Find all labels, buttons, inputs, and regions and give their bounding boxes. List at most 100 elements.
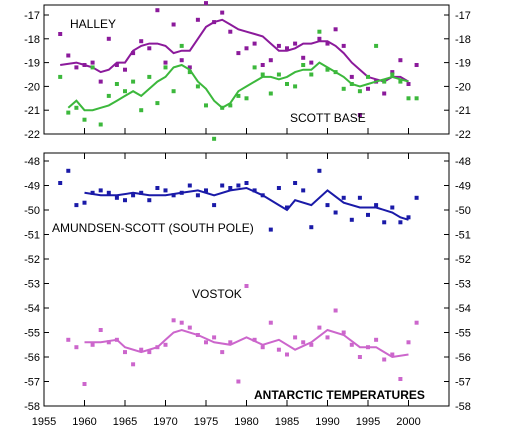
data-point	[163, 65, 168, 70]
data-point	[333, 27, 338, 32]
data-point	[357, 195, 362, 200]
data-point	[147, 198, 152, 203]
data-point	[244, 284, 249, 288]
data-point	[220, 10, 225, 15]
y-tick-label-left: -20	[24, 81, 40, 93]
data-point	[301, 340, 306, 345]
data-point	[204, 103, 208, 108]
y-tick-label-right: -50	[455, 205, 471, 217]
data-point	[268, 320, 273, 325]
chart-title: ANTARCTIC TEMPERATURES	[254, 388, 425, 402]
x-tick-label: 1995	[356, 416, 380, 428]
data-point	[139, 108, 144, 113]
data-point	[398, 377, 403, 381]
data-point	[171, 193, 176, 198]
series-halley	[58, 1, 419, 117]
data-point	[268, 91, 273, 96]
data-point	[155, 345, 160, 350]
y-tick-label-left: -56	[24, 352, 40, 364]
data-point	[293, 84, 298, 89]
x-tick-label: 1975	[194, 416, 218, 428]
data-point	[285, 46, 289, 51]
y-tick-label-right: -49	[455, 181, 471, 193]
data-point	[187, 70, 192, 75]
y-tick-label-right: -21	[455, 105, 471, 117]
data-point	[309, 225, 314, 230]
data-point	[333, 210, 338, 215]
data-point	[366, 86, 370, 91]
trend-line	[84, 328, 409, 359]
y-tick-label-left: -53	[24, 279, 40, 291]
data-point	[123, 89, 127, 94]
data-point	[398, 58, 403, 63]
data-point	[260, 72, 265, 77]
x-tick-label: 1965	[113, 416, 137, 428]
halley-label: HALLEY	[70, 17, 116, 31]
data-point	[82, 117, 87, 122]
data-point	[414, 320, 419, 325]
data-point	[341, 195, 346, 200]
series-amundsen-scott-south-pole	[58, 168, 419, 232]
data-point	[195, 84, 200, 89]
data-point	[90, 342, 95, 347]
x-tick-label: 1985	[275, 416, 299, 428]
data-point	[66, 53, 71, 58]
data-point	[349, 342, 354, 347]
data-point	[366, 212, 370, 217]
data-point	[139, 39, 144, 44]
data-point	[195, 333, 200, 337]
data-point	[187, 183, 192, 188]
y-tick-label-left: -49	[24, 181, 40, 193]
data-point	[390, 352, 395, 357]
data-point	[58, 74, 63, 79]
data-point	[58, 32, 63, 36]
y-tick-label-left: -18	[24, 34, 40, 46]
x-tick-label: 1955	[32, 416, 56, 428]
data-point	[293, 335, 298, 340]
y-tick-label-left: -54	[24, 303, 40, 315]
data-point	[82, 63, 87, 67]
data-point	[236, 93, 241, 98]
y-tick-label-right: -20	[455, 81, 471, 93]
data-point	[414, 96, 419, 101]
data-point	[114, 82, 119, 86]
data-point	[293, 41, 298, 46]
axis-tick-labels: -17 -17 -18 -18 -19 -19 -20 -20 -21 -21 -22 -22 -48 -…	[24, 10, 471, 428]
y-tick-label-right: -51	[455, 230, 471, 242]
data-point	[252, 65, 257, 70]
data-point	[139, 347, 144, 352]
data-point	[171, 22, 176, 27]
x-tick-label: 1970	[153, 416, 177, 428]
y-tick-label-left: -50	[24, 205, 40, 217]
data-point	[98, 79, 103, 84]
series-scott-base	[58, 29, 419, 141]
y-tick-label-right: -48	[455, 156, 471, 168]
data-point	[179, 43, 184, 48]
data-point	[317, 29, 322, 34]
data-point	[236, 51, 241, 56]
y-tick-label-left: -52	[24, 254, 40, 266]
data-point	[252, 188, 257, 193]
data-point	[114, 337, 119, 342]
data-point	[260, 345, 265, 350]
data-point	[260, 193, 265, 198]
data-point	[220, 183, 225, 188]
data-point	[349, 217, 354, 222]
data-point	[82, 382, 87, 386]
data-point	[374, 203, 379, 208]
data-point	[285, 205, 289, 210]
data-point	[374, 43, 379, 48]
y-tick-label-right: -58	[455, 401, 471, 413]
data-point	[301, 55, 306, 60]
data-point	[276, 347, 281, 352]
data-point	[341, 330, 346, 335]
data-point	[187, 65, 192, 70]
data-point	[98, 122, 103, 127]
data-point	[390, 205, 395, 210]
data-point	[382, 357, 387, 362]
data-point	[357, 89, 362, 94]
data-point	[228, 340, 233, 345]
y-tick-label-left: -51	[24, 230, 40, 242]
data-point	[366, 345, 370, 350]
